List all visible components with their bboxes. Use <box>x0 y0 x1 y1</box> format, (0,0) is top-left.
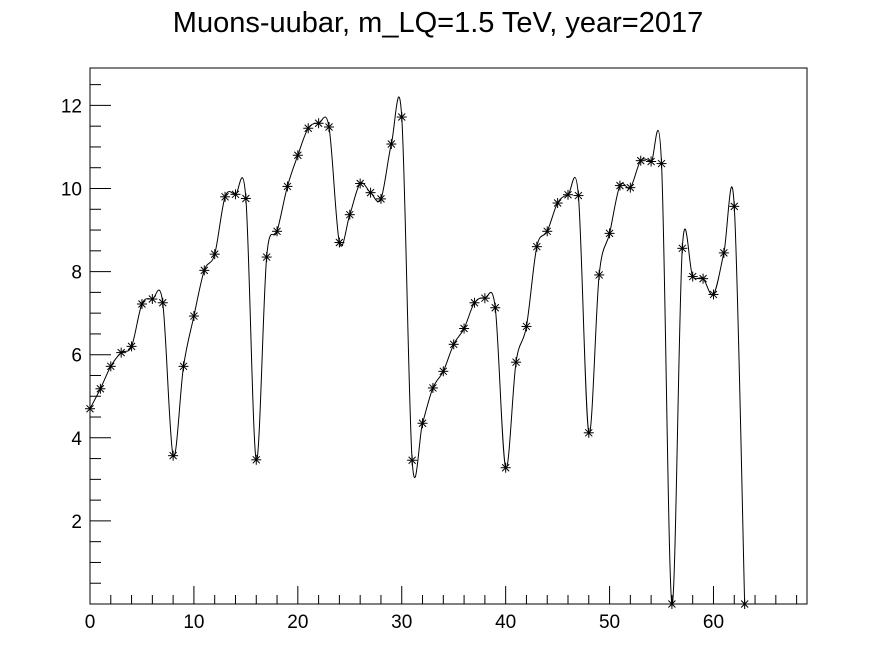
series-markers <box>85 112 750 609</box>
data-point <box>531 241 542 252</box>
x-tick-label: 60 <box>703 612 724 633</box>
x-tick-label: 10 <box>183 612 204 633</box>
data-point <box>230 189 241 200</box>
series-line <box>89 96 746 605</box>
data-point <box>479 293 490 304</box>
data-point <box>698 273 709 284</box>
data-point <box>573 190 584 201</box>
data-point <box>105 361 116 372</box>
data-point <box>594 269 605 280</box>
data-point <box>116 347 127 358</box>
data-point <box>448 339 459 350</box>
data-point <box>729 201 740 212</box>
x-tick-label: 40 <box>495 612 516 633</box>
data-point <box>542 226 553 237</box>
data-point <box>459 323 470 334</box>
data-point <box>344 209 355 220</box>
data-point <box>635 155 646 166</box>
data-point <box>313 118 324 129</box>
data-point <box>469 297 480 308</box>
y-tick-label: 4 <box>71 429 82 450</box>
data-point <box>147 294 158 305</box>
data-point <box>583 427 594 438</box>
data-point <box>438 366 449 377</box>
data-point <box>677 243 688 254</box>
x-tick-label: 50 <box>599 612 620 633</box>
data-point <box>625 182 636 193</box>
data-point <box>407 455 418 466</box>
x-tick-label: 0 <box>85 612 96 633</box>
data-point <box>490 302 501 313</box>
data-point <box>500 462 511 473</box>
data-point <box>282 181 293 192</box>
y-tick-label: 10 <box>61 179 82 200</box>
data-point <box>521 321 532 332</box>
data-point <box>604 228 615 239</box>
data-point <box>85 403 95 414</box>
y-tick-label: 6 <box>71 346 82 367</box>
data-point <box>199 265 210 276</box>
data-point <box>334 237 345 248</box>
data-point <box>614 180 625 191</box>
data-point <box>136 299 147 310</box>
data-point <box>355 178 366 189</box>
data-point <box>209 249 220 260</box>
data-point <box>251 454 262 465</box>
data-point <box>188 311 199 322</box>
data-point <box>552 198 563 209</box>
data-point <box>666 599 677 609</box>
data-point <box>656 158 667 169</box>
x-tick-label: 20 <box>287 612 308 633</box>
data-point <box>220 191 231 202</box>
y-tick-label: 12 <box>61 96 82 117</box>
data-point <box>365 187 376 198</box>
y-tick-label: 8 <box>71 263 82 284</box>
data-point <box>386 139 397 150</box>
data-point <box>95 383 106 394</box>
data-point <box>718 247 729 258</box>
data-point <box>396 112 407 123</box>
y-axis: 2 4 6 8 10 12 <box>61 84 111 584</box>
data-point <box>646 156 657 167</box>
chart-title: Muons-uubar, m_LQ=1.5 TeV, year=2017 <box>173 7 703 39</box>
data-point <box>511 357 522 368</box>
data-point <box>324 122 334 133</box>
data-point <box>375 193 386 204</box>
x-axis: 0 10 20 30 40 50 60 <box>85 586 798 633</box>
y-tick-label: 2 <box>71 512 82 533</box>
data-point <box>708 289 719 300</box>
data-point <box>427 382 438 393</box>
data-point <box>739 599 750 609</box>
data-point <box>272 226 283 237</box>
data-point <box>687 271 698 282</box>
data-point <box>178 361 189 372</box>
data-point <box>240 193 251 204</box>
x-tick-label: 30 <box>391 612 412 633</box>
data-point <box>292 150 303 161</box>
data-point <box>417 418 428 429</box>
data-point <box>261 252 272 263</box>
data-point <box>126 341 137 352</box>
plot-frame <box>89 67 808 605</box>
data-point <box>303 123 314 134</box>
data-point <box>168 450 179 461</box>
data-point <box>563 189 573 200</box>
data-point <box>157 297 168 308</box>
